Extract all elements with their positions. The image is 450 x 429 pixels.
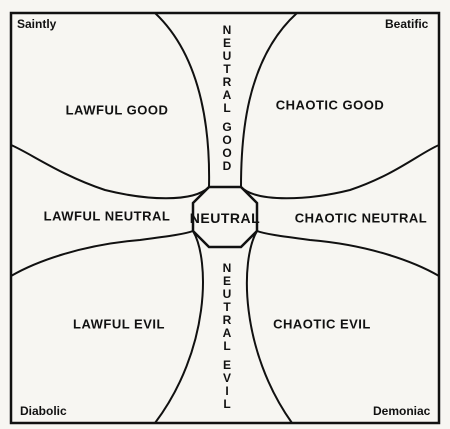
region-lawful-neutral: LAWFUL NEUTRAL (43, 208, 171, 224)
boundary-top-left (10, 12, 211, 200)
region-lawful-good: LAWFUL GOOD (65, 102, 169, 118)
neutral-octagon (191, 185, 259, 249)
region-neutral: NEUTRAL (189, 210, 261, 226)
boundary-top-right (239, 12, 440, 200)
corner-label-saintly: Saintly (17, 17, 57, 31)
corner-label-beatific: Beatific (385, 17, 429, 31)
boundary-bottom-right (245, 229, 440, 424)
outer-frame (9, 11, 441, 425)
region-chaotic-evil: CHAOTIC EVIL (273, 316, 371, 332)
region-lawful-evil: LAWFUL EVIL (73, 316, 165, 332)
region-chaotic-good: CHAOTIC GOOD (275, 97, 385, 113)
corner-label-diabolic: Diabolic (20, 404, 67, 418)
region-chaotic-neutral: CHAOTIC NEUTRAL (294, 210, 428, 226)
boundary-bottom-left (10, 229, 204, 424)
corner-label-demoniac: Demoniac (373, 404, 431, 418)
